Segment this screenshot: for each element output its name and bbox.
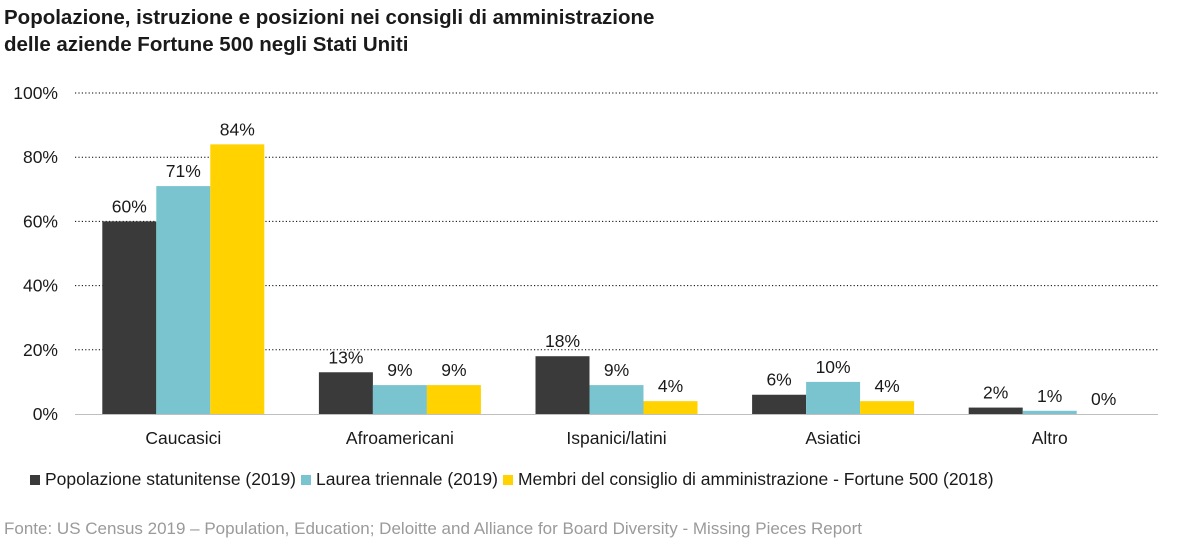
- data-label: 1%: [1037, 386, 1062, 406]
- y-tick-label: 40%: [23, 276, 58, 296]
- bar: [752, 394, 807, 414]
- bar: [210, 144, 265, 415]
- bar: [643, 401, 698, 414]
- data-label: 71%: [166, 161, 201, 181]
- x-tick-label: Afroamericani: [346, 428, 454, 448]
- legend-label-popolazione: Popolazione statunitense (2019): [45, 469, 297, 489]
- x-tick-label: Altro: [1032, 428, 1068, 448]
- legend-item-laurea: Laurea triennale (2019): [301, 469, 498, 490]
- bar: [1022, 410, 1077, 414]
- x-tick-label: Asiatici: [805, 428, 860, 448]
- bar: [318, 372, 373, 414]
- chart-title: Popolazione, istruzione e posizioni nei …: [4, 4, 654, 58]
- legend-item-consiglio: Membri del consiglio di amministrazione …: [502, 469, 994, 490]
- legend-swatch-consiglio: [502, 474, 513, 485]
- bar: [589, 385, 644, 414]
- data-label: 6%: [766, 370, 791, 390]
- data-label: 9%: [441, 360, 466, 380]
- y-tick-label: 20%: [23, 340, 58, 360]
- legend-label-consiglio: Membri del consiglio di amministrazione …: [517, 469, 994, 489]
- data-label: 4%: [874, 376, 899, 396]
- chart-title-line-2: delle aziende Fortune 500 negli Stati Un…: [4, 33, 409, 56]
- data-label: 84%: [220, 119, 255, 139]
- y-tick-label: 80%: [23, 147, 58, 167]
- bar: [968, 407, 1023, 414]
- data-label: 0%: [1091, 389, 1116, 409]
- legend: Popolazione statunitense (2019) Laurea t…: [30, 469, 994, 490]
- chart-title-line-1: Popolazione, istruzione e posizioni nei …: [4, 6, 655, 29]
- legend-swatch-laurea: [301, 474, 312, 485]
- data-label: 10%: [816, 357, 851, 377]
- y-tick-label: 60%: [23, 211, 58, 231]
- x-tick-label: Caucasici: [145, 428, 221, 448]
- legend-item-popolazione: Popolazione statunitense (2019): [30, 469, 296, 490]
- y-tick-label: 0%: [33, 404, 58, 424]
- data-label: 60%: [112, 196, 147, 216]
- bar: [372, 385, 427, 414]
- y-tick-label: 100%: [13, 83, 58, 103]
- data-label: 13%: [328, 347, 363, 367]
- bar: [860, 401, 915, 414]
- legend-swatch-popolazione: [30, 474, 40, 485]
- bar: [102, 221, 157, 414]
- legend-label-laurea: Laurea triennale (2019): [316, 469, 498, 489]
- data-label: 9%: [387, 360, 412, 380]
- bar: [806, 381, 861, 414]
- data-label: 4%: [658, 376, 683, 396]
- data-label: 9%: [604, 360, 629, 380]
- bar: [535, 356, 590, 414]
- bar: [426, 385, 481, 414]
- bar: [156, 186, 211, 414]
- data-label: 18%: [545, 331, 580, 351]
- data-label: 2%: [983, 383, 1008, 403]
- bar-chart: 0% 20% 40% 60% 80% 100% 60% 71% 84% Caucasici 13% 9…: [13, 83, 1158, 448]
- source-note: Fonte: US Census 2019 – Population, Educ…: [4, 519, 863, 538]
- x-tick-label: Ispanici/latini: [566, 428, 666, 448]
